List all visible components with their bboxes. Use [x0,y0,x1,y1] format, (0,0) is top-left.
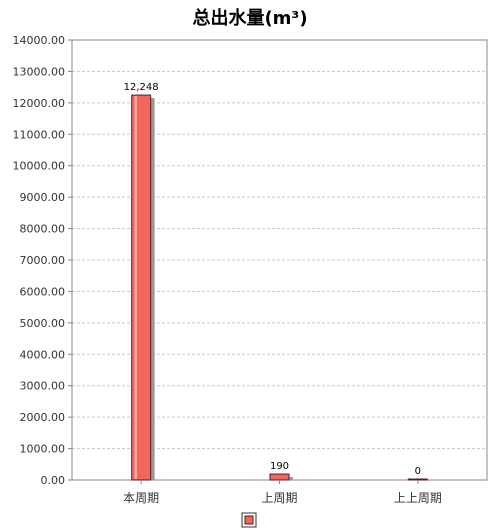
x-axis-label: 上上周期 [394,491,442,505]
y-tick-label: 12000.00 [13,97,66,110]
bar [269,473,290,481]
y-tick-label: 3000.00 [20,380,66,393]
y-tick-label: 5000.00 [20,317,66,330]
x-axis-label: 上周期 [261,491,297,505]
bar [407,478,428,481]
data-label: 0 [415,466,421,477]
y-tick-label: 1000.00 [20,443,66,456]
y-tick-label: 6000.00 [20,285,66,298]
y-tick-label: 10000.00 [13,160,66,173]
data-label: 190 [270,461,289,472]
y-tick-label: 7000.00 [20,254,66,267]
y-tick-label: 11000.00 [13,128,66,141]
y-tick-label: 0.00 [41,474,66,487]
grid-lines [72,70,487,450]
y-tick-label: 2000.00 [20,411,66,424]
y-tick-label: 13000.00 [13,65,66,78]
legend [241,512,257,528]
legend-swatch [244,515,254,525]
y-tick-label: 9000.00 [20,191,66,204]
x-axis-label: 本周期 [123,491,159,505]
y-tick-label: 14000.00 [13,34,66,47]
chart-title: 总出水量(m³) [192,8,308,29]
data-label: 12,248 [124,82,159,93]
bars [131,94,428,481]
bar-highlight [134,96,137,479]
data-labels: 12,248 190 0 [124,82,421,477]
bar [131,94,152,481]
y-tick-label: 4000.00 [20,348,66,361]
x-axis-labels: 本周期 上周期 上上周期 [123,480,442,505]
y-axis-ticks: 0.00 1000.00 2000.00 3000.00 4000.00 5000.00 6… [13,34,72,487]
y-tick-label: 8000.00 [20,223,66,236]
